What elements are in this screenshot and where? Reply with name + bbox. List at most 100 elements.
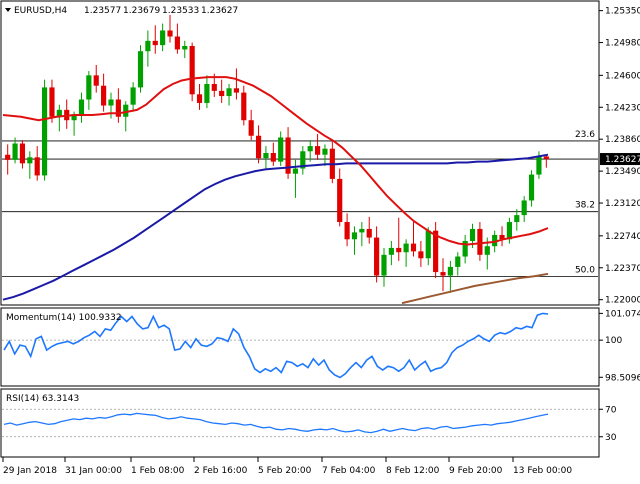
candle [351, 226, 358, 255]
candle-body [499, 234, 505, 240]
candle [366, 216, 372, 244]
x-tick-label: 2 Feb 16:00 [194, 466, 248, 476]
rsi-tick-label: 30 [605, 433, 617, 443]
candle [137, 45, 144, 93]
candle-body [337, 178, 343, 223]
momentum-tick-label: 100 [605, 336, 622, 346]
y-tick-label: 1.24230 [605, 103, 640, 113]
candle-body [536, 156, 542, 175]
candle-body [19, 143, 26, 164]
x-tick-label: 9 Feb 20:00 [449, 466, 503, 476]
candle [255, 125, 262, 164]
axes: 1.25350 1.24980 1.24600 1.24230 1.23860 1.234… [2, 7, 640, 476]
candle-body [462, 241, 468, 257]
candle [263, 146, 269, 169]
candle-body [137, 51, 144, 88]
y-tick-label: 1.23860 [605, 135, 640, 145]
candle-body [255, 135, 262, 159]
candle [34, 146, 40, 181]
ohlc-low: 1.23533 [162, 6, 199, 16]
candle [233, 68, 240, 100]
candle-body [307, 146, 313, 152]
candle-body [359, 228, 365, 233]
candle-body [182, 46, 188, 50]
candle-body [300, 151, 306, 169]
candle-body [285, 137, 291, 174]
candle [56, 104, 62, 132]
candle [425, 227, 431, 266]
candle [189, 42, 195, 102]
candle [322, 144, 328, 166]
candle-body [314, 146, 321, 155]
candle [145, 30, 151, 67]
candle [12, 137, 18, 164]
candle-body [396, 247, 402, 253]
candle-body [27, 157, 33, 164]
candle [307, 140, 313, 162]
candle-body [528, 174, 535, 201]
candle-body [145, 40, 151, 52]
y-tick-label: 1.23120 [605, 199, 640, 209]
candle-body [93, 75, 99, 86]
candle-body [5, 154, 11, 160]
collapse-triangle-icon[interactable] [5, 8, 11, 12]
rsi-plot-area [2, 408, 598, 438]
price-badge-label: 1.23627 [605, 155, 640, 165]
x-tick-label: 5 Feb 20:00 [258, 466, 312, 476]
fib-label-2: 50.0 [575, 265, 595, 275]
candle-body [292, 168, 299, 174]
candle-body [115, 99, 121, 117]
candle [49, 79, 55, 123]
candle-body [226, 88, 232, 97]
candle-body [388, 247, 394, 255]
candle-body [152, 40, 158, 46]
candle-body [241, 92, 247, 121]
candle-body [233, 88, 240, 93]
candle-body [174, 36, 180, 50]
candle-body [506, 222, 513, 240]
candle-body [381, 254, 387, 276]
candle [86, 71, 92, 110]
candle [278, 131, 284, 166]
candle-body [374, 237, 380, 276]
fib-label-1: 38.2 [575, 201, 595, 211]
candle-body [418, 251, 424, 259]
fib-label-0: 23.6 [575, 130, 595, 140]
candle-body [403, 243, 409, 253]
candle-body [86, 75, 92, 100]
candle [204, 75, 210, 109]
candle [174, 23, 180, 54]
candle-body [366, 228, 372, 238]
x-tick-label: 31 Jan 00:00 [65, 466, 122, 476]
momentum-panel-frame [0, 307, 600, 387]
x-tick-label: 1 Feb 08:00 [131, 466, 185, 476]
candle [514, 209, 520, 231]
rsi-tick-label: 70 [605, 405, 617, 415]
candle [499, 226, 505, 247]
rsi-line [3, 412, 549, 434]
momentum-line [3, 312, 549, 379]
candle [152, 25, 158, 54]
candle [93, 64, 99, 93]
candle [314, 134, 321, 160]
price-plot-area: 23.6 38.2 50.0 [2, 14, 598, 305]
candle-body [78, 99, 85, 115]
candle-body [123, 104, 129, 117]
candle-body [56, 109, 62, 117]
candle-body [219, 90, 225, 97]
candle [167, 14, 173, 43]
candle [300, 146, 306, 175]
y-tick-label: 1.22370 [605, 264, 640, 274]
candle-body [41, 87, 48, 176]
candle-body [492, 234, 498, 247]
candle-body [469, 228, 476, 242]
ohlc-open: 1.23577 [84, 6, 121, 16]
x-tick-label: 8 Feb 12:00 [386, 466, 440, 476]
candle [248, 109, 254, 141]
candle-body [34, 157, 40, 176]
candle [270, 142, 276, 166]
candle-body [484, 246, 490, 255]
candle-body [543, 156, 549, 160]
y-tick-label: 1.24980 [605, 39, 640, 49]
candle-body [130, 87, 136, 105]
